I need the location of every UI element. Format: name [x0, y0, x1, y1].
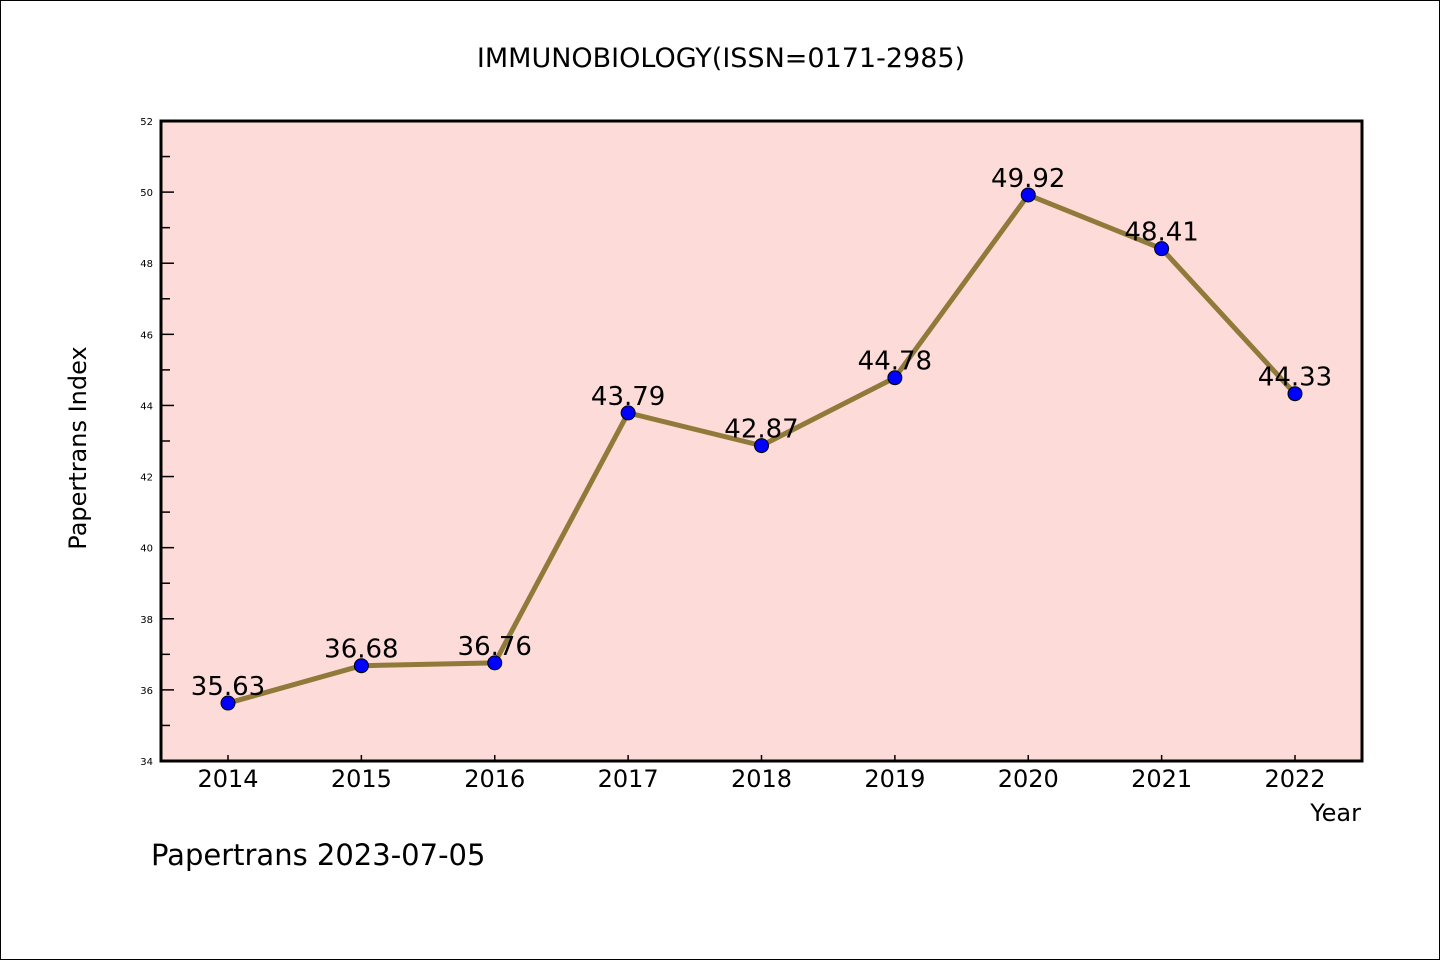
data-label: 35.63 — [191, 672, 265, 702]
x-tick-label: 2015 — [331, 765, 392, 793]
y-tick-label: 52 — [140, 117, 153, 128]
data-point — [620, 405, 636, 421]
data-point — [487, 655, 503, 671]
y-tick-label: 34 — [140, 757, 153, 768]
y-tick-label: 50 — [140, 188, 153, 199]
data-point — [220, 695, 236, 711]
x-tick-label: 2018 — [731, 765, 792, 793]
data-point — [1154, 241, 1170, 257]
data-label: 44.78 — [858, 347, 932, 377]
data-point — [1287, 386, 1303, 402]
data-point — [887, 370, 903, 386]
x-tick-label: 2019 — [864, 765, 925, 793]
data-label: 42.87 — [724, 415, 798, 445]
x-tick-label: 2020 — [998, 765, 1059, 793]
x-tick-label: 2017 — [598, 765, 659, 793]
y-tick-label: 42 — [140, 473, 153, 484]
y-tick-label: 46 — [140, 330, 153, 341]
data-label: 36.76 — [458, 632, 532, 662]
data-label: 44.33 — [1258, 363, 1332, 393]
data-point — [754, 438, 769, 454]
x-axis-label: Year — [1309, 799, 1361, 827]
data-label: 49.92 — [991, 164, 1065, 194]
y-axis-label: Papertrans Index — [64, 346, 92, 549]
y-tick-label: 36 — [140, 686, 153, 697]
y-tick-label: 44 — [140, 401, 153, 412]
footer-text: Papertrans 2023-07-05 — [151, 838, 485, 872]
data-label: 43.79 — [591, 382, 665, 412]
data-point — [1020, 187, 1036, 203]
x-tick-label: 2021 — [1131, 765, 1192, 793]
data-label: 48.41 — [1124, 218, 1198, 248]
y-tick-label: 40 — [140, 544, 153, 555]
x-tick-label: 2014 — [197, 765, 258, 793]
chart-title: IMMUNOBIOLOGY(ISSN=0171-2985) — [477, 43, 965, 74]
x-tick-label: 2022 — [1264, 765, 1325, 793]
x-tick-label: 2016 — [464, 765, 525, 793]
data-point — [353, 658, 369, 674]
y-tick-label: 38 — [140, 615, 153, 626]
y-tick-label: 48 — [140, 259, 153, 270]
data-label: 36.68 — [324, 635, 398, 665]
